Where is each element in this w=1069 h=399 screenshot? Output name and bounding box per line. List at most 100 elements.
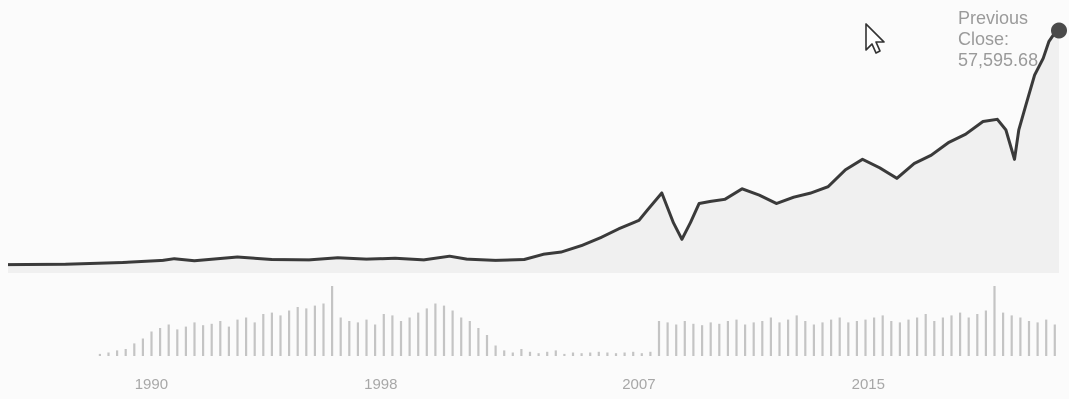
volume-bar [339, 317, 342, 356]
volume-bar [537, 353, 540, 356]
volume-bar [460, 317, 463, 356]
volume-bar [193, 322, 196, 356]
volume-bar [554, 350, 557, 356]
volume-bar [245, 317, 248, 356]
volume-bar [442, 305, 446, 356]
volume-bar [511, 352, 514, 356]
volume-bar [649, 351, 652, 356]
volume-bar [907, 319, 910, 356]
volume-bar [528, 351, 532, 356]
volume-bar [365, 319, 368, 356]
volume-bar [1027, 321, 1031, 356]
volume-bar [821, 322, 824, 356]
volume-bar [391, 315, 394, 356]
volume-bar [976, 314, 979, 356]
volume-bar [176, 329, 179, 356]
volume-bar [1010, 315, 1013, 356]
volume-bar [692, 323, 695, 356]
volume-bar [270, 312, 273, 356]
volume-bar [167, 324, 170, 356]
volume-bar [778, 322, 781, 356]
volume-bar [709, 322, 712, 356]
volume-bar [718, 323, 721, 356]
volume-bar [959, 312, 962, 356]
x-tick-label: 2015 [852, 376, 885, 393]
volume-bar [864, 319, 867, 356]
volume-bar [408, 317, 411, 356]
volume-bar [563, 353, 566, 356]
volume-bar [356, 322, 359, 356]
volume-bar [761, 321, 764, 356]
volume-bar [210, 323, 213, 356]
volume-bar [150, 331, 153, 356]
volume-bar [950, 315, 953, 356]
volume-bar [571, 352, 575, 356]
previous-close-label-line2: Close: [958, 29, 1010, 49]
volume-bar [657, 321, 661, 356]
volume-bar [924, 314, 927, 356]
volume-bar [873, 317, 876, 356]
volume-bar [296, 307, 299, 356]
volume-bar [331, 286, 334, 356]
volume-bar [701, 325, 704, 356]
volume-bar [812, 324, 815, 356]
last-price-marker[interactable] [1051, 22, 1067, 39]
previous-close-value: 57,595.68 [958, 50, 1039, 70]
volume-bar [399, 321, 403, 356]
volume-bar [666, 322, 669, 356]
volume-bar [382, 314, 385, 356]
volume-bar [184, 326, 187, 356]
volume-bar [623, 352, 626, 356]
x-tick-label: 1990 [135, 376, 168, 393]
volume-bar [434, 303, 437, 356]
volume-bar [838, 317, 841, 356]
volume-bar [124, 349, 127, 356]
volume-bar [107, 352, 110, 356]
price-area-fill [8, 30, 1059, 273]
volume-bar [348, 321, 351, 356]
volume-bar [236, 319, 239, 356]
volume-bar [941, 317, 944, 356]
volume-bar [1036, 322, 1039, 356]
volume-bar [898, 322, 901, 356]
volume-bar [133, 343, 136, 356]
volume-bar [632, 351, 635, 356]
price-line [7, 29, 1060, 267]
volume-bars [98, 286, 1056, 356]
volume-bar [752, 322, 755, 356]
volume-bar [477, 328, 480, 356]
volume-bar [830, 319, 833, 356]
volume-bar [279, 315, 282, 356]
volume-bar [98, 353, 101, 356]
volume-bar [417, 312, 420, 356]
x-tick-label: 1998 [364, 376, 397, 393]
volume-bar [735, 319, 738, 356]
previous-close-readout: Previous Close: 57,595.68 [958, 8, 1038, 71]
volume-bar [589, 352, 592, 356]
volume-bar [116, 350, 119, 356]
volume-bar [262, 314, 265, 356]
volume-bar [580, 353, 583, 356]
volume-bar [374, 324, 377, 356]
volume-bar [726, 321, 729, 356]
volume-bar [606, 352, 609, 356]
volume-bar [984, 310, 987, 356]
volume-bar [288, 310, 291, 356]
volume-bar [855, 321, 858, 356]
x-tick-label: 2007 [622, 376, 655, 393]
mouse-pointer-icon [865, 23, 885, 54]
volume-bar [769, 317, 772, 356]
volume-bar [640, 353, 643, 356]
volume-bar [916, 317, 919, 356]
volume-bar [967, 317, 970, 356]
volume-bar [219, 321, 222, 356]
volume-bar [425, 308, 428, 356]
volume-bar [322, 303, 325, 356]
volume-bar [520, 349, 523, 356]
volume-bar [881, 315, 884, 356]
volume-bar [1045, 319, 1048, 356]
volume-bar [890, 321, 893, 356]
volume-bar [744, 324, 747, 356]
